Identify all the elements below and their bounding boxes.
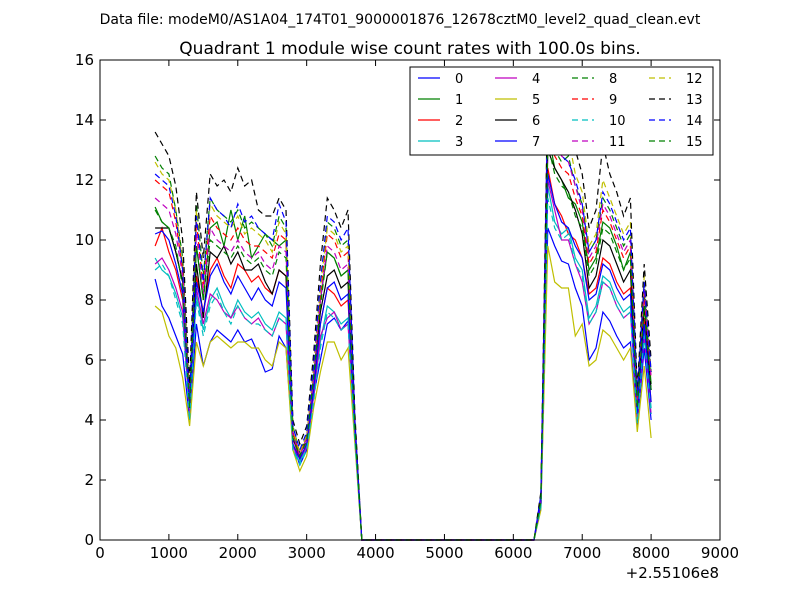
legend-label-8: 8 (609, 72, 617, 87)
series-line-2 (154, 167, 652, 541)
legend-label-2: 2 (455, 114, 463, 129)
y-tick-label: 14 (75, 111, 94, 129)
legend-label-7: 7 (532, 135, 540, 150)
y-tick-label: 12 (75, 171, 94, 189)
y-tick-label: 16 (75, 51, 94, 69)
series-line-11 (154, 95, 652, 541)
legend-label-5: 5 (532, 93, 540, 108)
y-tick-label: 8 (84, 291, 94, 309)
x-offset-label: +2.55106e8 (626, 564, 719, 582)
x-tick-label: 0 (95, 544, 105, 562)
legend-label-13: 13 (686, 93, 703, 108)
x-tick-label: 2000 (219, 544, 257, 562)
y-tick-label: 4 (84, 411, 94, 429)
x-tick-label: 1000 (150, 544, 188, 562)
y-tick-label: 6 (84, 351, 94, 369)
x-tick-label: 9000 (701, 544, 739, 562)
legend-label-15: 15 (686, 135, 703, 150)
legend-label-0: 0 (455, 72, 463, 87)
legend-box (409, 66, 714, 156)
series-line-1 (154, 131, 652, 541)
legend-label-14: 14 (686, 114, 703, 129)
series-line-12 (154, 77, 652, 541)
suptitle: Data file: modeM0/AS1A04_174T01_90000018… (100, 12, 701, 28)
legend-label-4: 4 (532, 72, 540, 87)
x-tick-label: 8000 (632, 544, 670, 562)
legend-label-10: 10 (609, 114, 626, 129)
y-tick-label: 10 (75, 231, 94, 249)
legend-label-11: 11 (609, 135, 626, 150)
x-tick-label: 4000 (356, 544, 394, 562)
series-line-3 (154, 185, 652, 541)
x-tick-label: 7000 (563, 544, 601, 562)
legend-label-6: 6 (532, 114, 540, 129)
x-tick-label: 6000 (494, 544, 532, 562)
y-tick-label: 2 (84, 471, 94, 489)
series-line-4 (154, 179, 652, 541)
legend-label-3: 3 (455, 135, 463, 150)
legend-label-9: 9 (609, 93, 617, 108)
series-line-15 (154, 143, 652, 541)
series-line-7 (154, 173, 652, 541)
y-tick-label: 0 (84, 531, 94, 549)
x-tick-label: 5000 (425, 544, 463, 562)
chart-title: Quadrant 1 module wise count rates with … (179, 39, 640, 59)
series-line-10 (154, 197, 652, 541)
tick-layer: 0 1000 2000 3000 4000 5000 6000 7000 8000 9000 0 2 4… (75, 51, 739, 562)
series-line-8 (154, 113, 652, 541)
x-tick-label: 3000 (288, 544, 326, 562)
legend-label-1: 1 (455, 93, 463, 108)
series-line-0 (154, 227, 652, 541)
legend-label-12: 12 (686, 72, 703, 87)
